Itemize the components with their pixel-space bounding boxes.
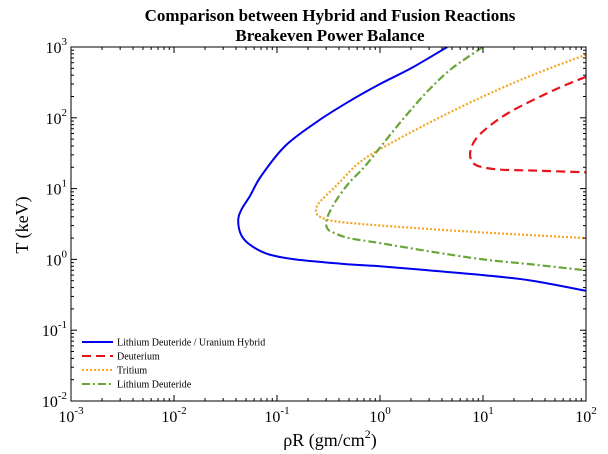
x-tick-label: 10-3 [58, 405, 84, 426]
x-tick-label: 10-2 [161, 405, 186, 426]
legend-label-4: Lithium Deuteride [117, 380, 192, 391]
plot-area [70, 46, 587, 402]
y-tick-label: 10-1 [42, 319, 67, 340]
x-tick-label: 101 [472, 405, 494, 426]
x-tick-labels: 10-3 10-2 10-1 100 101 102 [58, 405, 596, 426]
series-line-1 [237, 47, 586, 292]
y-tick-label: 100 [46, 248, 68, 269]
x-tick-label: 100 [369, 405, 391, 426]
x-tick-label: 10-1 [264, 405, 289, 426]
y-tick-label: 101 [46, 178, 68, 199]
series-line-2 [468, 75, 586, 174]
series-line-3 [314, 53, 586, 240]
legend: Lithium Deuteride / Uranium Hybrid Deuter… [78, 333, 274, 393]
x-tick-label: 102 [575, 405, 597, 426]
chart-title: Comparison between Hybrid and Fusion Rea… [145, 6, 516, 25]
y-tick-label: 103 [46, 36, 68, 57]
x-axis-label-end: ) [371, 430, 377, 451]
x-axis-label-main: ρR (gm/cm [283, 430, 364, 451]
y-tick-label: 10-2 [42, 390, 67, 411]
legend-label-2: Deuterium [117, 352, 160, 363]
y-tick-label: 102 [46, 107, 68, 128]
y-tick-labels: 10-2 10-1 100 101 102 103 [42, 36, 68, 411]
legend-label-1: Lithium Deuteride / Uranium Hybrid [117, 338, 265, 349]
chart-subtitle: Breakeven Power Balance [235, 26, 425, 45]
y-axis-label: T (keV) [12, 196, 33, 253]
series-line-4 [324, 47, 586, 272]
x-axis-label-sup: 2 [365, 427, 371, 441]
x-axis-label: ρR (gm/cm2) [283, 427, 376, 451]
plot-frame [70, 46, 587, 402]
legend-label-3: Tritium [117, 366, 147, 377]
